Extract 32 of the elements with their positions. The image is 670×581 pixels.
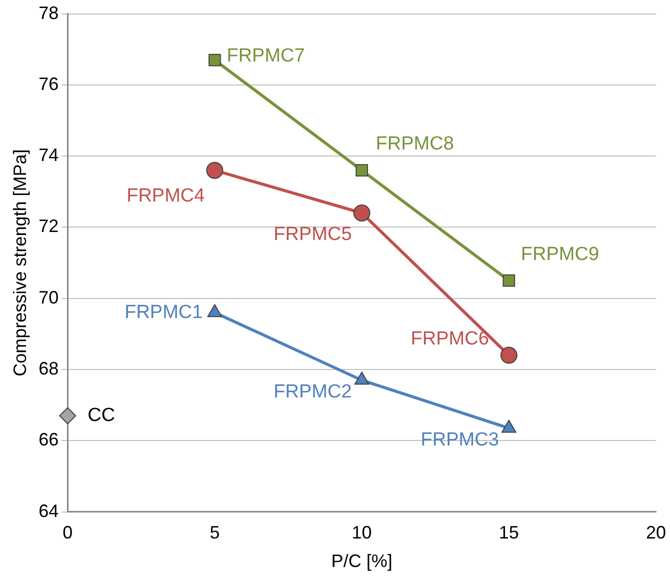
annotation: FRPMC6 <box>410 328 489 350</box>
point <box>59 407 76 424</box>
annotation: FRPMC4 <box>126 186 206 207</box>
y-tick-label: 66 <box>38 430 59 450</box>
x-tick-label: 20 <box>646 522 666 543</box>
y-tick-label: 64 <box>38 500 59 521</box>
annotation: FRPMC7 <box>226 45 305 66</box>
point <box>208 54 221 66</box>
annotation: FRPMC9 <box>520 244 600 265</box>
point <box>353 204 370 222</box>
x-tick-label: 10 <box>352 522 372 543</box>
annotation: FRPMC1 <box>124 302 203 323</box>
point <box>502 274 516 287</box>
point <box>500 346 518 364</box>
x-tick-label: 15 <box>498 522 519 543</box>
y-tick-label: 72 <box>38 216 59 236</box>
annotation: FRPMC8 <box>376 134 454 155</box>
point <box>206 162 224 179</box>
annotation: FRPMC3 <box>420 429 499 450</box>
point <box>356 164 368 176</box>
annotation: CC <box>88 404 116 426</box>
y-axis-title: Compressive strength [MPa] <box>10 149 30 376</box>
y-tick-label: 70 <box>38 287 59 308</box>
y-tick-label: 74 <box>38 145 59 166</box>
annotation: FRPMC2 <box>274 381 352 402</box>
y-tick-label: 68 <box>38 358 59 378</box>
annotation: FRPMC5 <box>274 224 352 246</box>
y-tick-label: 76 <box>38 74 59 94</box>
y-tick-label: 78 <box>38 2 59 23</box>
x-axis-title: P/C [%] <box>331 551 392 572</box>
x-tick-label: 0 <box>62 522 73 543</box>
x-tick-label: 5 <box>210 522 220 543</box>
